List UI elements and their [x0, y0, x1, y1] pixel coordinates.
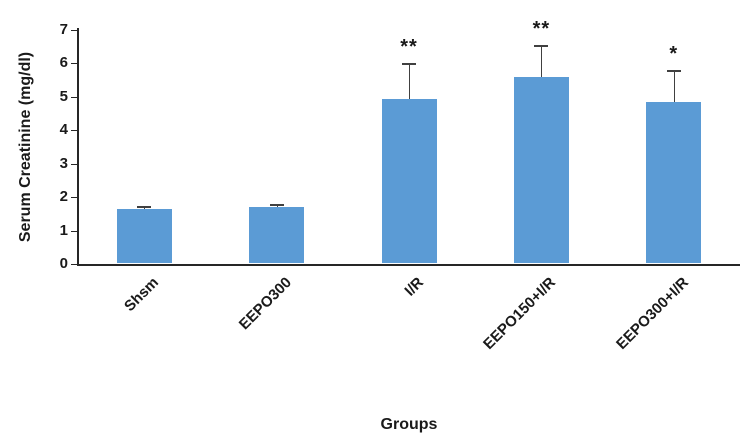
x-tick-label: Shsm	[121, 274, 163, 315]
error-bar-cap	[269, 203, 284, 206]
error-bar	[541, 45, 543, 77]
error-bar	[673, 70, 675, 102]
y-tick-mark	[71, 63, 77, 65]
error-bar-cap	[402, 63, 416, 66]
significance-marker: **	[532, 18, 551, 41]
y-tick-label: 1	[59, 221, 68, 239]
x-axis-title: Groups	[380, 416, 438, 433]
bar	[381, 98, 437, 263]
y-tick-label: 2	[59, 188, 68, 206]
y-tick-mark	[71, 30, 77, 31]
significance-marker: **	[400, 36, 418, 59]
x-tick-label: EEPO300	[235, 274, 295, 334]
x-axis-line	[77, 264, 740, 266]
error-bar-cap	[534, 45, 549, 48]
y-tick-label: 0	[59, 255, 68, 272]
bar	[646, 101, 702, 263]
y-tick-label: 6	[59, 54, 68, 72]
bar	[249, 207, 305, 263]
y-tick-label: 4	[59, 121, 68, 139]
y-tick-mark	[71, 230, 77, 232]
bar	[513, 76, 569, 263]
y-axis-title: Serum Creatinine (mg/dl)	[17, 51, 34, 243]
x-tick-label: EEPO300+I/R	[612, 274, 692, 353]
y-tick-mark	[71, 264, 77, 265]
error-bar	[409, 63, 410, 99]
x-tick-label: EEPO150+I/R	[480, 274, 560, 353]
y-tick-label: 3	[59, 154, 68, 172]
y-tick-mark	[71, 96, 77, 98]
x-tick-label: I/R	[401, 274, 428, 300]
bar	[116, 208, 172, 263]
y-tick-mark	[71, 130, 77, 132]
error-bar-cap	[666, 70, 681, 73]
y-tick-label: 5	[59, 87, 68, 105]
error-bar-cap	[137, 205, 152, 208]
y-tick-mark	[71, 197, 77, 199]
y-axis-line	[77, 28, 79, 266]
y-tick-mark	[71, 163, 77, 165]
significance-marker: *	[669, 43, 679, 66]
y-tick-label: 7	[59, 21, 68, 38]
